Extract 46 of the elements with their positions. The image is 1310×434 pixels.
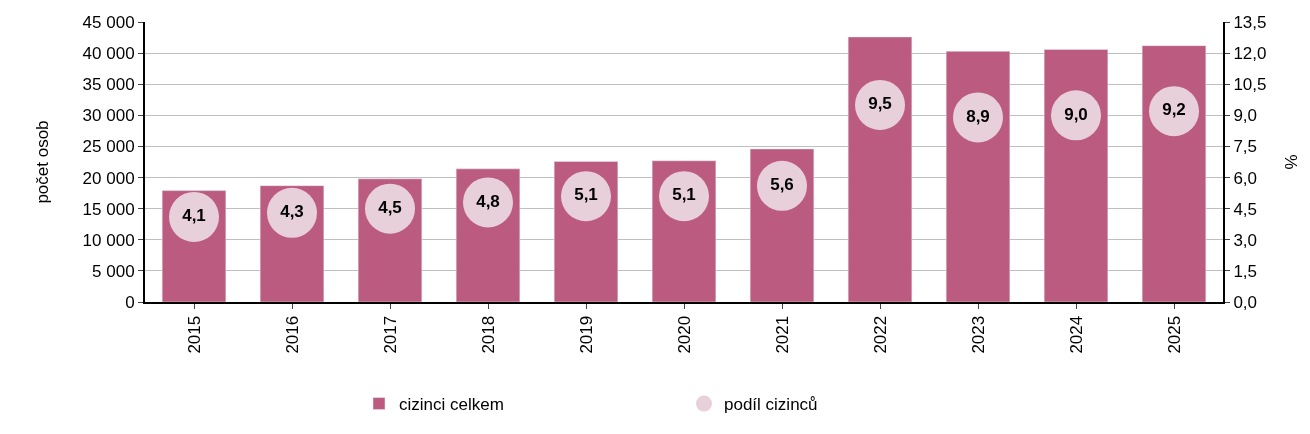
data-label: 5,1 xyxy=(672,185,696,205)
y2-tick-label: 4,5 xyxy=(1233,199,1258,219)
y-tick-label: 45 000 xyxy=(82,12,135,32)
y-tick-label: 5 000 xyxy=(92,261,135,281)
data-label: 4,8 xyxy=(476,191,500,211)
x-tick-label: 2025 xyxy=(1164,315,1184,354)
legend-label: podíl cizinců xyxy=(724,395,818,415)
data-label: 9,0 xyxy=(1064,104,1088,124)
y-tick-label: 40 000 xyxy=(82,44,135,64)
x-tick-label: 2015 xyxy=(184,315,204,354)
y2-tick-label: 13,5 xyxy=(1233,12,1267,32)
data-label: 4,3 xyxy=(280,202,304,222)
x-tick-label: 2023 xyxy=(968,315,988,354)
y-axis-title: počet osob xyxy=(32,120,52,204)
y2-tick-label: 12,0 xyxy=(1233,44,1267,64)
data-label: 9,2 xyxy=(1162,100,1186,120)
x-tick-label: 2016 xyxy=(282,315,302,354)
y2-tick-label: 6,0 xyxy=(1233,168,1258,188)
data-label: 4,1 xyxy=(182,206,206,226)
data-label: 8,9 xyxy=(966,106,990,126)
y2-tick-label: 7,5 xyxy=(1233,137,1258,157)
x-tick-label: 2022 xyxy=(870,315,890,354)
data-label: 9,5 xyxy=(868,94,892,114)
y-tick-label: 0 xyxy=(125,292,135,312)
y2-tick-label: 1,5 xyxy=(1233,261,1258,281)
y2-axis-title: % xyxy=(1282,154,1302,170)
y-tick-label: 15 000 xyxy=(82,199,135,219)
y2-tick-label: 9,0 xyxy=(1233,106,1258,126)
x-tick-label: 2024 xyxy=(1066,315,1086,354)
x-tick-label: 2017 xyxy=(380,315,400,354)
y-tick-label: 10 000 xyxy=(82,230,135,250)
data-label: 4,5 xyxy=(378,197,402,217)
legend-label: cizinci celkem xyxy=(399,395,504,415)
data-label: 5,6 xyxy=(770,175,794,195)
x-tick-label: 2020 xyxy=(674,315,694,354)
y-tick-label: 20 000 xyxy=(82,168,135,188)
y-tick-label: 25 000 xyxy=(82,137,135,157)
y-tick-label: 30 000 xyxy=(82,106,135,126)
x-tick-label: 2018 xyxy=(478,315,498,354)
y2-tick-label: 3,0 xyxy=(1233,230,1258,250)
y2-tick-label: 10,5 xyxy=(1233,75,1267,95)
x-tick-label: 2019 xyxy=(576,315,596,354)
y2-tick-label: 0,0 xyxy=(1233,292,1258,312)
x-tick-label: 2021 xyxy=(772,315,792,354)
y-tick-label: 35 000 xyxy=(82,75,135,95)
data-label: 5,1 xyxy=(574,185,598,205)
